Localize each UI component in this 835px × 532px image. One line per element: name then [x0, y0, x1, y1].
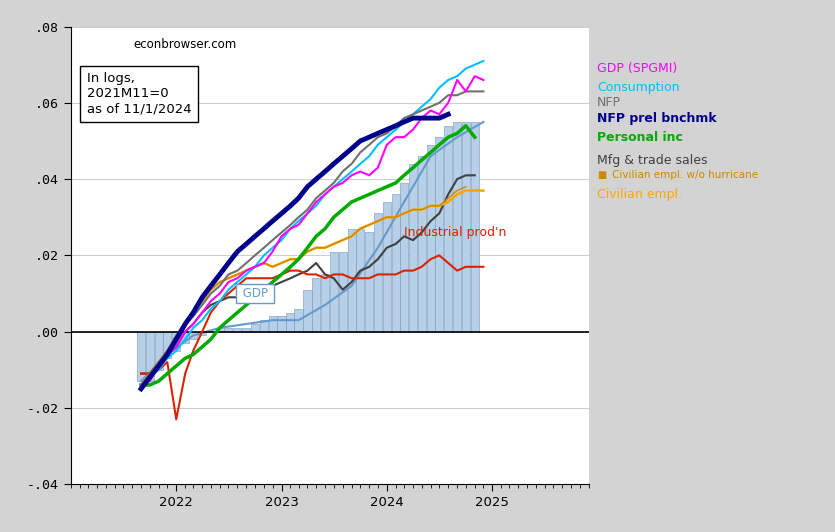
Text: Civilian empl.: Civilian empl. [597, 188, 682, 201]
Bar [321, 275, 329, 331]
Bar [435, 137, 443, 331]
Bar [444, 126, 453, 331]
Bar [471, 122, 478, 331]
Bar [453, 122, 461, 331]
Bar [357, 229, 364, 331]
Bar [198, 331, 206, 336]
Bar [462, 122, 470, 331]
Bar [215, 328, 224, 331]
Text: GDP (SPGMI): GDP (SPGMI) [597, 62, 677, 75]
Bar [339, 252, 347, 331]
Bar [164, 331, 171, 359]
Bar [233, 328, 241, 331]
Bar [374, 213, 382, 331]
Bar [225, 328, 232, 331]
Bar [260, 320, 268, 331]
Bar [181, 331, 190, 343]
Text: ■: ■ [597, 170, 606, 180]
Bar [172, 331, 180, 351]
Bar [277, 317, 286, 331]
Text: NFP: NFP [597, 96, 621, 110]
Text: Mfg & trade sales: Mfg & trade sales [597, 154, 707, 167]
Bar [303, 289, 311, 331]
Text: GDP: GDP [239, 287, 271, 300]
Bar [347, 229, 356, 331]
Text: econbrowser.com: econbrowser.com [133, 38, 236, 51]
Bar [242, 328, 250, 331]
Text: NFP prel bnchmk: NFP prel bnchmk [597, 112, 716, 124]
Text: Industrial prod'n: Industrial prod'n [404, 226, 507, 239]
Text: In logs,
2021M11=0
as of 11/1/2024: In logs, 2021M11=0 as of 11/1/2024 [87, 72, 191, 115]
Text: Personal inc: Personal inc [597, 131, 683, 144]
Bar [382, 202, 391, 331]
Bar [330, 252, 337, 331]
Bar [295, 309, 302, 331]
Bar [312, 278, 320, 331]
Bar [251, 324, 259, 331]
Bar [427, 145, 435, 331]
Bar [418, 156, 426, 331]
Bar [286, 312, 295, 331]
Bar [154, 331, 163, 370]
Text: Civilian empl. w/o hurricane: Civilian empl. w/o hurricane [612, 170, 758, 180]
Bar [269, 317, 276, 331]
Bar [409, 164, 417, 331]
Bar [392, 194, 400, 331]
Bar [137, 331, 145, 381]
Bar [400, 183, 408, 331]
Text: Consumption: Consumption [597, 81, 680, 94]
Bar [145, 331, 154, 381]
Bar [190, 331, 197, 339]
Bar [365, 232, 373, 331]
